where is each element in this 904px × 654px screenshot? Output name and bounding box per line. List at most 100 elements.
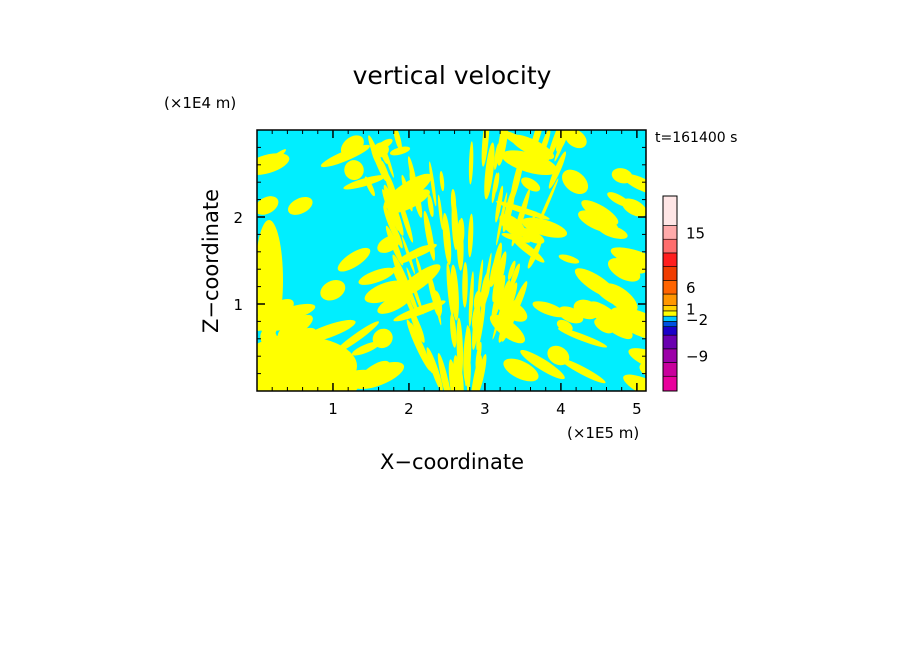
positive-region (559, 358, 606, 384)
positive-streak (381, 160, 393, 189)
positive-streak (548, 151, 567, 189)
colorbar-band (662, 280, 678, 295)
positive-region (521, 177, 541, 192)
positive-streak (498, 299, 517, 343)
positive-streak (492, 290, 508, 340)
positive-region (607, 258, 641, 282)
positive-streak (480, 272, 490, 309)
chart-title: vertical velocity (353, 61, 552, 90)
positive-region (547, 345, 570, 366)
colorbar-label: 6 (686, 279, 696, 297)
positive-region (330, 377, 361, 391)
positive-region (320, 144, 370, 168)
positive-streak (475, 341, 482, 369)
positive-streak (523, 211, 537, 245)
colorbar-band (662, 238, 678, 254)
positive-streak (407, 156, 417, 191)
positive-streak (534, 178, 559, 234)
positive-streak (496, 192, 508, 246)
colorbar-band (662, 334, 678, 350)
positive-streak (437, 353, 453, 391)
positive-streak (427, 194, 434, 217)
positive-region (334, 321, 379, 354)
positive-streak (401, 174, 413, 212)
positive-streak (446, 262, 454, 317)
positive-streak (383, 184, 404, 236)
positive-region (344, 160, 364, 181)
positive-streak (451, 199, 459, 251)
y-axis: 12 (233, 146, 646, 375)
positive-streak (437, 194, 444, 230)
positive-region (337, 247, 371, 272)
positive-streak (429, 161, 437, 207)
positive-streak (502, 188, 515, 233)
positive-region (377, 292, 413, 314)
positive-streak (423, 210, 435, 261)
positive-region (561, 169, 589, 195)
positive-region (301, 319, 356, 343)
colorbar-label: −2 (686, 311, 708, 329)
y-unit-label: (×1E4 m) (164, 94, 236, 112)
positive-streak (497, 130, 509, 166)
x-axis: 1 2 3 4 5 (271, 130, 642, 418)
colorbar-band (662, 326, 678, 336)
positive-region (358, 267, 395, 285)
y-axis-title: Z−coordinate (199, 189, 223, 333)
positive-region (628, 348, 646, 375)
positive-region (652, 171, 675, 190)
velocity-field (257, 130, 675, 391)
positive-streak (481, 130, 490, 167)
positive-streak (401, 235, 416, 274)
positive-streak (453, 355, 462, 391)
x-tick-label: 4 (556, 400, 566, 418)
positive-streak (398, 196, 414, 243)
colorbar-label: 1 (686, 300, 696, 318)
positive-region (623, 374, 646, 391)
positive-region (343, 175, 386, 190)
positive-streak (539, 130, 551, 158)
positive-region (277, 314, 313, 340)
x-tick-label: 1 (328, 400, 338, 418)
positive-region (588, 301, 633, 340)
positive-streak (382, 189, 399, 231)
positive-region (287, 196, 313, 215)
x-axis-title: X−coordinate (380, 450, 524, 474)
positive-streak (450, 313, 457, 348)
positive-streak (468, 271, 474, 327)
positive-streak (415, 256, 423, 280)
positive-streak (463, 326, 472, 383)
positive-streak (476, 297, 486, 351)
x-tick-label: 5 (632, 400, 642, 418)
positive-region (610, 247, 646, 270)
positive-region (597, 224, 628, 239)
positive-streak (495, 185, 504, 223)
colorbar-band (662, 305, 678, 312)
positive-streak (494, 172, 500, 193)
positive-streak (364, 176, 375, 197)
colorbar-band (662, 321, 678, 328)
positive-region (393, 300, 446, 322)
positive-region (257, 220, 283, 340)
colorbar-band (662, 375, 678, 392)
positive-region (320, 280, 346, 301)
positive-region (520, 350, 565, 380)
positive-streak (507, 260, 516, 280)
positive-region (581, 200, 619, 225)
positive-streak (470, 355, 483, 391)
positive-region (353, 361, 405, 390)
positive-streak (427, 273, 437, 307)
positive-streak (439, 170, 445, 192)
positive-streak (499, 282, 518, 327)
positive-region (557, 327, 608, 348)
positive-region (614, 315, 646, 342)
y-tick-label: 2 (233, 209, 243, 227)
positive-region (532, 301, 566, 318)
positive-streak (458, 217, 465, 245)
positive-region (364, 280, 406, 304)
positive-streak (547, 130, 569, 162)
positive-streak (491, 274, 506, 321)
positive-streak (527, 240, 542, 269)
positive-region (503, 358, 539, 382)
positive-streak (398, 263, 420, 315)
